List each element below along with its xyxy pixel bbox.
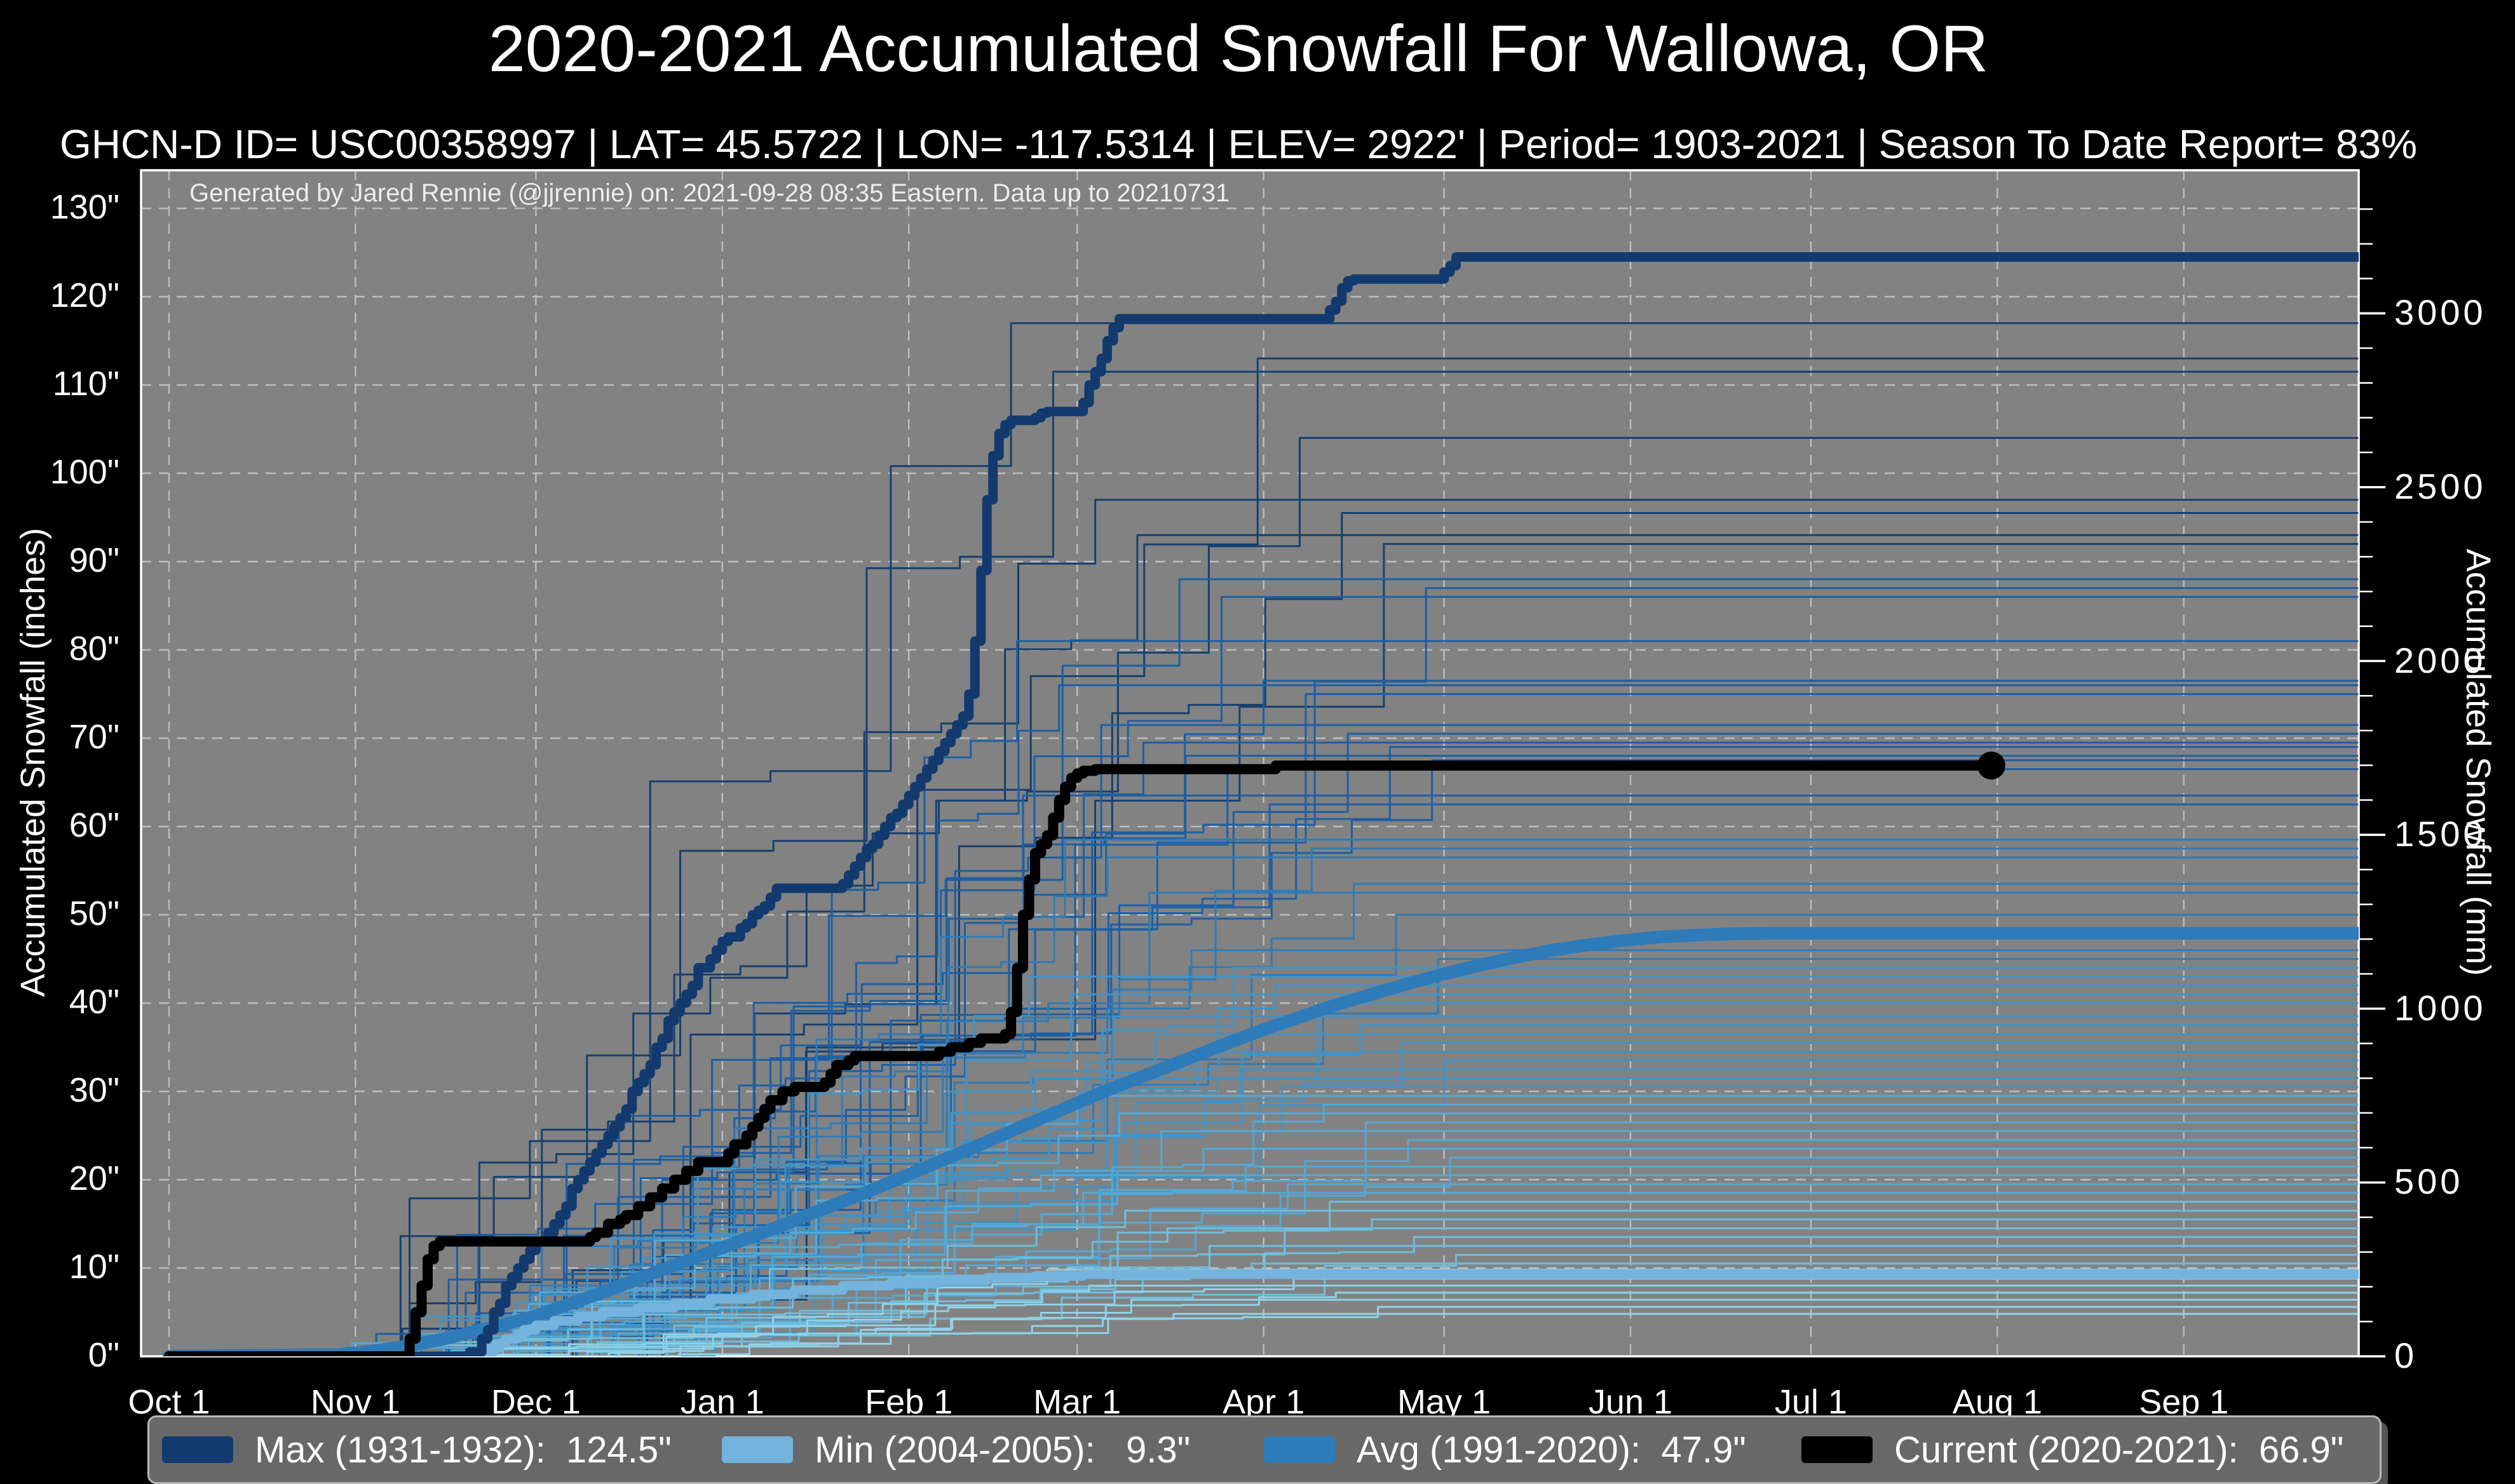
- y-tick-label-mm: 1500: [2394, 814, 2486, 854]
- y-tick-label-mm: 2500: [2394, 466, 2486, 506]
- legend-item-avg: Avg (1991-2020): 47.9": [1264, 1417, 1746, 1482]
- x-tick-label: Jul 1: [1774, 1383, 1847, 1421]
- current-end-marker: [1977, 752, 2005, 780]
- plot-border: [140, 169, 2360, 1358]
- series-current: [164, 760, 1996, 1356]
- chart-title: 2020-2021 Accumulated Snowfall For Wallo…: [488, 12, 1989, 86]
- legend-swatch-max: [162, 1436, 233, 1463]
- legend-swatch-avg: [1264, 1436, 1335, 1463]
- generated-annotation: Generated by Jared Rennie (@jjrennie) on…: [189, 179, 1230, 207]
- legend-label-min: Min (2004-2005): 9.3": [815, 1429, 1191, 1471]
- y-tick-label-inches: 90": [69, 541, 119, 579]
- x-tick-label: Aug 1: [1952, 1383, 2042, 1421]
- y-tick-label-mm: 1000: [2394, 987, 2486, 1028]
- y-tick-label-mm: 2000: [2394, 640, 2486, 680]
- y-tick-label-inches: 70": [69, 718, 119, 756]
- x-tick-label: Apr 1: [1223, 1383, 1305, 1421]
- legend: Max (1931-1932): 124.5" Min (2004-2005):…: [147, 1415, 2382, 1484]
- x-tick-label: Jan 1: [680, 1383, 764, 1421]
- legend-item-min: Min (2004-2005): 9.3": [722, 1417, 1190, 1482]
- y-tick-label-inches: 50": [69, 894, 119, 933]
- chart-subtitle: GHCN-D ID= USC00358997 | LAT= 45.5722 | …: [59, 121, 2418, 167]
- legend-swatch-min: [722, 1436, 793, 1463]
- y-tick-label-mm: 500: [2394, 1161, 2464, 1202]
- historical-season-lines: [169, 322, 2359, 1356]
- y-tick-label-inches: 100": [50, 453, 119, 491]
- gridlines: [141, 170, 2359, 1356]
- right-axis-ticks: [2359, 208, 2385, 1358]
- legend-swatch-current: [1801, 1436, 1873, 1463]
- y-tick-label-inches: 40": [69, 983, 119, 1021]
- legend-label-max: Max (1931-1932): 124.5": [255, 1429, 672, 1471]
- y-tick-label-inches: 0": [88, 1336, 119, 1374]
- legend-item-current: Current (2020-2021): 66.9": [1801, 1417, 2343, 1482]
- x-tick-label: Jun 1: [1588, 1383, 1673, 1421]
- y-axis-label-right: Accumulated Snowfall (mm): [2459, 548, 2497, 976]
- legend-label-avg: Avg (1991-2020): 47.9": [1357, 1429, 1746, 1471]
- y-tick-label-mm: 0: [2394, 1335, 2418, 1375]
- x-tick-label: Sep 1: [2139, 1383, 2229, 1421]
- y-tick-label-inches: 20": [69, 1159, 119, 1197]
- y-tick-label-inches: 30": [69, 1071, 119, 1109]
- series-min: [164, 1269, 2359, 1356]
- x-tick-label: Dec 1: [491, 1383, 581, 1421]
- y-tick-label-inches: 60": [69, 806, 119, 844]
- y-tick-label-mm: 3000: [2394, 292, 2486, 333]
- series-max: [164, 252, 2359, 1356]
- x-tick-label: May 1: [1397, 1383, 1491, 1421]
- x-tick-label: Feb 1: [865, 1383, 953, 1421]
- y-tick-label-inches: 120": [50, 276, 119, 314]
- y-tick-label-inches: 130": [50, 188, 119, 226]
- y-tick-label-inches: 10": [69, 1248, 119, 1286]
- x-tick-label: Oct 1: [128, 1383, 210, 1421]
- legend-label-current: Current (2020-2021): 66.9": [1894, 1429, 2344, 1471]
- series-avg: [163, 927, 2359, 1356]
- x-tick-label: Mar 1: [1033, 1383, 1122, 1421]
- y-tick-label-inches: 110": [52, 365, 119, 403]
- legend-item-max: Max (1931-1932): 124.5": [162, 1417, 672, 1482]
- y-tick-label-inches: 80": [69, 630, 119, 668]
- x-tick-label: Nov 1: [310, 1383, 400, 1421]
